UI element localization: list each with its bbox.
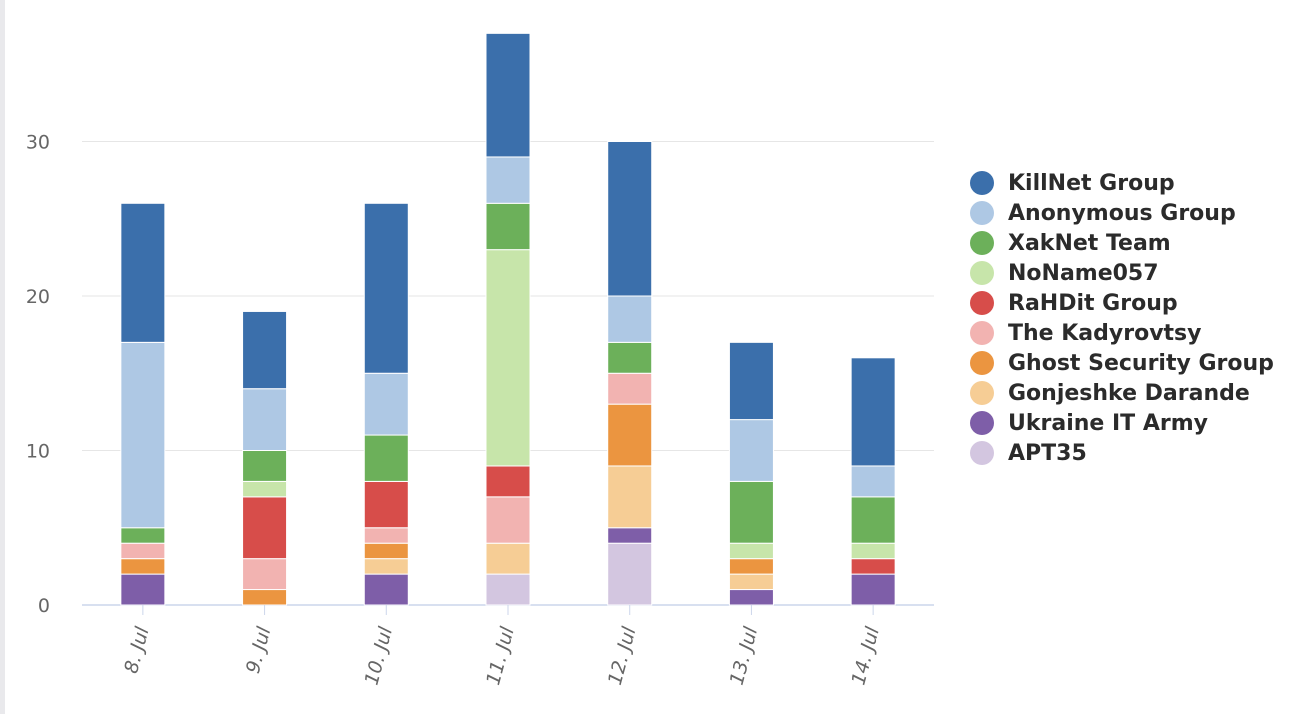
bar-segment [485,32,531,158]
legend-marker [970,441,994,465]
bar-segment [728,573,774,591]
legend-item[interactable]: Ukraine IT Army [970,408,1274,438]
bar-segment [607,403,653,467]
x-tick-label: 11. Jul [482,624,519,688]
bar-segment [120,527,166,544]
legend-label: The Kadyrovtsy [1008,320,1202,346]
bar-segment [728,480,774,544]
legend-marker [970,261,994,285]
bar-segment [363,573,409,606]
legend-item[interactable]: KillNet Group [970,168,1274,198]
bar-segment [607,527,653,544]
bar-segment [728,558,774,575]
legend-marker [970,321,994,345]
y-tick-label: 0 [38,595,50,617]
bar-segment [607,295,653,343]
x-tick-label: 10. Jul [361,624,398,688]
bar-segment [120,542,166,560]
legend-label: Ukraine IT Army [1008,410,1208,436]
bar-segment [850,496,896,544]
legend-marker [970,351,994,375]
bar-segment [242,558,288,591]
x-tick-label: 13. Jul [726,624,763,688]
bar-segment [242,450,288,482]
legend: KillNet Group Anonymous Group XakNet Team N… [970,168,1274,468]
bar-segment [485,465,531,498]
bar-segment [607,341,653,374]
bar-segment [728,341,774,421]
legend-marker [970,171,994,195]
y-tick-label: 20 [26,286,50,308]
legend-item[interactable]: XakNet Team [970,228,1274,258]
legend-label: Ghost Security Group [1008,350,1274,376]
bar-segment [850,542,896,560]
bar-segment [850,573,896,606]
legend-item[interactable]: RaHDit Group [970,288,1274,318]
bar-segment [363,558,409,575]
bar-segment [242,589,288,606]
legend-label: Gonjeshke Darande [1008,380,1250,406]
legend-item[interactable]: Anonymous Group [970,198,1274,228]
bar-segment [485,573,531,606]
legend-item[interactable]: Gonjeshke Darande [970,378,1274,408]
bar-segment [120,341,166,529]
legend-label: KillNet Group [1008,170,1175,196]
legend-item[interactable]: APT35 [970,438,1274,468]
bar-segment [120,202,166,343]
y-tick-label: 10 [26,441,50,463]
x-tick-label: 9. Jul [242,624,276,676]
legend-label: NoName057 [1008,260,1159,286]
bar-segment [850,558,896,575]
bar-segment [363,372,409,436]
bar-segment [363,480,409,529]
y-tick-label: 30 [26,132,50,154]
bar-segment [850,357,896,467]
bar-segment [242,496,288,560]
legend-item[interactable]: The Kadyrovtsy [970,318,1274,348]
legend-marker [970,201,994,225]
legend-label: RaHDit Group [1008,290,1178,316]
bar-segment [485,202,531,251]
legend-item[interactable]: NoName057 [970,258,1274,288]
bar-segment [728,419,774,482]
bar-segment [120,558,166,575]
bar-segment [242,310,288,390]
bar-segment [363,434,409,482]
bar-segment [607,542,653,606]
x-tick-label: 12. Jul [604,624,641,688]
x-tick-label: 8. Jul [120,624,154,676]
bar-segment [850,465,896,498]
legend-label: Anonymous Group [1008,200,1236,226]
bar-segment [242,480,288,498]
bar-segment [485,542,531,575]
left-edge-strip [0,0,5,714]
legend-label: APT35 [1008,440,1087,466]
bar-segment [363,527,409,544]
bar-segment [728,589,774,606]
legend-label: XakNet Team [1008,230,1171,256]
legend-marker [970,291,994,315]
bar-segment [485,249,531,467]
bar-segment [607,465,653,529]
x-tick-label: 14. Jul [847,624,884,688]
legend-marker [970,231,994,255]
bar-segment [363,542,409,560]
bar-segment [728,542,774,560]
bar-segment [242,388,288,452]
bar-segment [607,141,653,297]
bar-segment [363,202,409,374]
bar-segment [120,573,166,606]
bar-segment [485,496,531,544]
legend-marker [970,411,994,435]
legend-marker [970,381,994,405]
legend-item[interactable]: Ghost Security Group [970,348,1274,378]
bar-segment [607,372,653,405]
bar-segment [485,156,531,204]
